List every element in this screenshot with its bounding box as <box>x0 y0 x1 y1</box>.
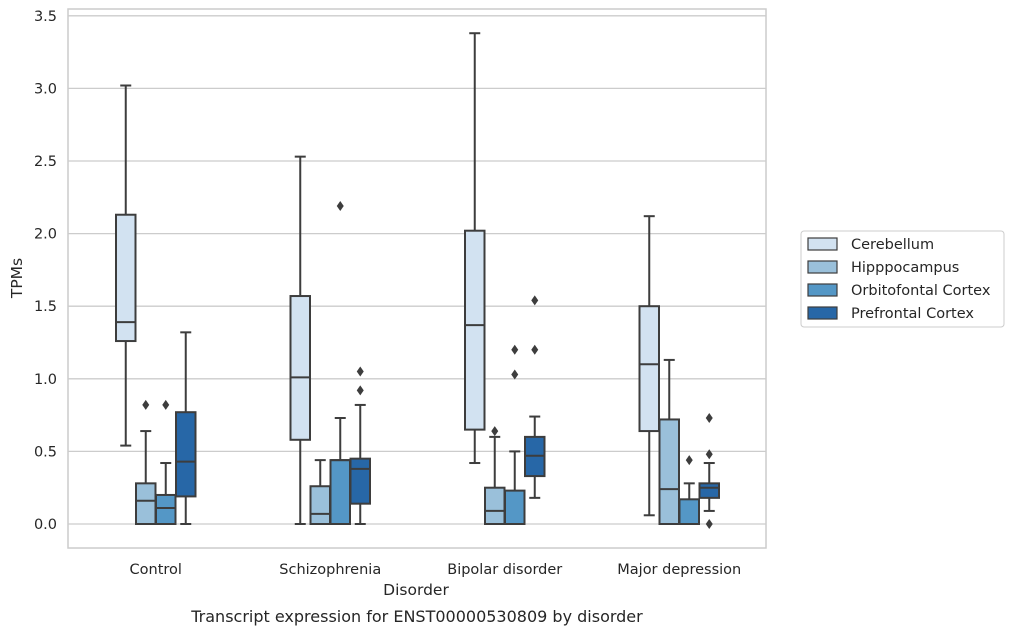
box-2-2 <box>504 344 526 526</box>
box-1-3 <box>349 366 371 525</box>
x-tick-label: Major depression <box>617 562 741 578</box>
x-tick-label: Bipolar disorder <box>447 562 562 578</box>
box-1-0 <box>289 155 311 525</box>
box-2-1 <box>484 426 506 526</box>
y-axis-label: TPMs <box>8 258 26 299</box>
x-axis-ticks: Control Schizophrenia Bipolar disorder Majo… <box>130 562 742 578</box>
box-body <box>175 411 197 498</box>
box-body <box>155 493 177 525</box>
outlier-point <box>142 399 150 410</box>
outlier-point <box>356 385 364 396</box>
x-axis-label: Disorder <box>383 581 449 599</box>
outlier-point <box>531 344 539 355</box>
legend-label: Orbitofontal Cortex <box>851 283 991 299</box>
box-body <box>484 486 506 526</box>
legend-swatch <box>807 237 838 251</box>
box-1-1 <box>309 459 331 525</box>
y-tick-label: 3.0 <box>34 81 57 97</box>
legend: Cerebellum Hipppocampus Orbitofontal Corte… <box>800 230 1005 328</box>
outlier-point <box>511 369 519 380</box>
legend-swatch <box>807 283 838 297</box>
x-tick-label: Schizophrenia <box>279 562 381 578</box>
legend-swatch <box>807 306 838 320</box>
y-tick-label: 0.5 <box>34 444 57 460</box>
box-3-2 <box>678 455 700 526</box>
box-2-0 <box>464 32 486 465</box>
outlier-point <box>336 201 344 212</box>
box-body <box>638 305 660 433</box>
box-body <box>135 482 157 525</box>
outlier-point <box>705 413 713 424</box>
box-plot-series <box>115 32 720 529</box>
box-3-0 <box>638 215 660 517</box>
box-body <box>115 213 137 343</box>
box-body <box>698 482 720 499</box>
outlier-point <box>705 449 713 460</box>
x-tick-label: Control <box>130 562 182 578</box>
box-body <box>464 229 486 431</box>
box-3-3 <box>698 413 720 529</box>
outlier-point <box>531 295 539 306</box>
legend-label: Cerebellum <box>851 237 934 253</box>
chart-caption: Transcript expression for ENST0000053080… <box>190 607 643 626</box>
box-1-2 <box>329 201 351 525</box>
y-tick-label: 0.0 <box>34 517 57 533</box>
outlier-point <box>685 455 693 466</box>
y-tick-label: 1.0 <box>34 372 57 388</box>
legend-label: Hipppocampus <box>851 260 959 276</box>
box-body <box>678 498 700 526</box>
plot-frame <box>67 8 767 549</box>
box-0-3 <box>175 331 197 525</box>
outlier-point <box>162 399 170 410</box>
box-body <box>309 485 331 525</box>
box-0-0 <box>115 84 137 447</box>
box-body <box>329 459 351 525</box>
outlier-point <box>705 519 713 529</box>
outlier-point <box>511 344 519 355</box>
y-tick-label: 2.0 <box>34 227 57 243</box>
outlier-point <box>356 366 364 377</box>
box-body <box>504 489 526 526</box>
y-tick-label: 3.5 <box>34 9 57 25</box>
y-tick-label: 1.5 <box>34 299 57 315</box>
legend-frame <box>800 230 1005 328</box>
legend-label: Prefrontal Cortex <box>851 306 974 322</box>
y-tick-label: 2.5 <box>34 154 57 170</box>
legend-swatch <box>807 260 838 274</box>
box-0-2 <box>155 399 177 525</box>
box-0-1 <box>135 399 157 525</box>
outlier-point <box>491 426 499 437</box>
box-body <box>349 457 371 505</box>
box-2-3 <box>524 295 546 499</box>
y-axis-ticks: 0.0 0.5 1.0 1.5 2.0 2.5 3.0 3.5 <box>34 9 57 533</box>
box-body <box>658 418 680 525</box>
box-body <box>289 295 311 441</box>
box-3-1 <box>658 358 680 525</box>
